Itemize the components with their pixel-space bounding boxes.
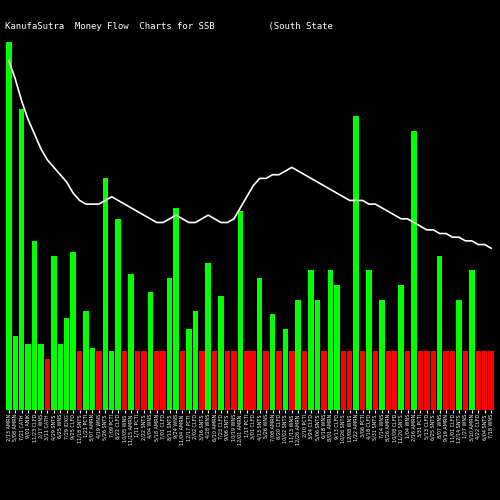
Bar (128, 274, 134, 410)
Bar (488, 351, 494, 410)
Bar (199, 351, 204, 410)
Bar (218, 296, 224, 410)
Bar (418, 351, 423, 410)
Bar (264, 351, 269, 410)
Bar (289, 351, 294, 410)
Bar (206, 263, 211, 410)
Bar (6, 42, 12, 410)
Bar (315, 300, 320, 410)
Bar (90, 348, 95, 410)
Bar (308, 270, 314, 410)
Bar (334, 285, 340, 410)
Bar (154, 351, 160, 410)
Bar (456, 300, 462, 410)
Bar (64, 318, 70, 410)
Bar (405, 351, 410, 410)
Bar (58, 344, 63, 410)
Bar (19, 108, 24, 410)
Bar (296, 300, 301, 410)
Bar (469, 270, 474, 410)
Bar (180, 351, 185, 410)
Bar (347, 351, 352, 410)
Bar (437, 256, 442, 410)
Bar (379, 300, 384, 410)
Bar (167, 278, 172, 410)
Bar (174, 208, 179, 410)
Bar (411, 130, 416, 410)
Bar (38, 344, 44, 410)
Bar (250, 351, 256, 410)
Bar (44, 358, 50, 410)
Bar (462, 351, 468, 410)
Bar (77, 351, 82, 410)
Bar (340, 351, 346, 410)
Bar (134, 351, 140, 410)
Bar (372, 351, 378, 410)
Bar (328, 270, 333, 410)
Bar (366, 270, 372, 410)
Bar (244, 351, 250, 410)
Bar (476, 351, 481, 410)
Bar (116, 219, 121, 410)
Bar (430, 351, 436, 410)
Text: KanufaSutra  Money Flow  Charts for SSB          (South State                   : KanufaSutra Money Flow Charts for SSB (S… (5, 22, 500, 31)
Bar (122, 351, 128, 410)
Bar (96, 351, 102, 410)
Bar (231, 351, 236, 410)
Bar (282, 329, 288, 410)
Bar (354, 116, 359, 410)
Bar (70, 252, 76, 410)
Bar (51, 256, 57, 410)
Bar (257, 278, 262, 410)
Bar (12, 336, 18, 410)
Bar (444, 351, 449, 410)
Bar (160, 351, 166, 410)
Bar (321, 351, 326, 410)
Bar (32, 241, 38, 410)
Bar (109, 351, 114, 410)
Bar (26, 344, 31, 410)
Bar (270, 314, 275, 410)
Bar (212, 351, 218, 410)
Bar (192, 310, 198, 410)
Bar (148, 292, 153, 410)
Bar (238, 212, 243, 410)
Bar (482, 351, 488, 410)
Bar (225, 351, 230, 410)
Bar (302, 351, 308, 410)
Bar (424, 351, 430, 410)
Bar (398, 285, 404, 410)
Bar (450, 351, 456, 410)
Bar (84, 310, 89, 410)
Bar (186, 329, 192, 410)
Bar (386, 351, 391, 410)
Bar (276, 351, 281, 410)
Bar (141, 351, 146, 410)
Bar (102, 178, 108, 410)
Bar (360, 351, 366, 410)
Bar (392, 351, 398, 410)
